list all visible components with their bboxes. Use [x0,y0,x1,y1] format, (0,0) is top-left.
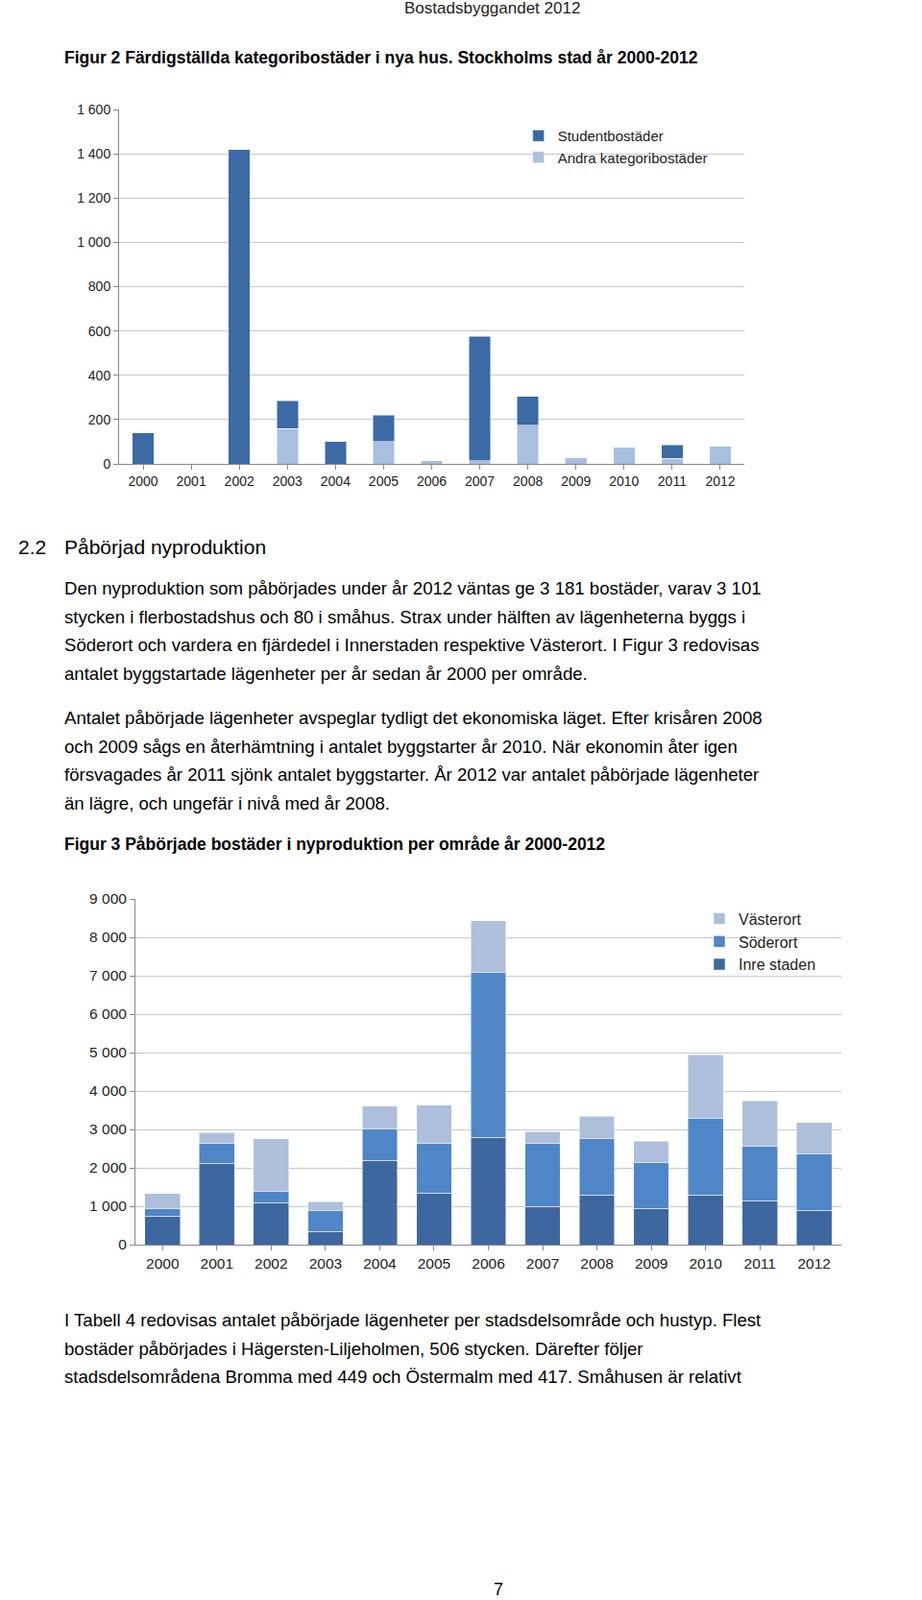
svg-text:400: 400 [88,367,112,384]
html-text:Figur 2 Färdigställda kategori: Figur 2 Färdigställda kategoribostäder i… [64,47,698,67]
html-text:Figur 3 Påbörjade bostäder i n: Figur 3 Påbörjade bostäder i nyproduktio… [64,834,606,854]
svg-text:2008: 2008 [580,1255,613,1272]
svg-text:2012: 2012 [704,473,735,489]
svg-text:2003: 2003 [272,473,303,489]
html-text:Söderort och vardera en fjärde: Söderort och vardera en fjärdedel i Inne… [64,635,760,656]
svg-text:Västerort: Västerort [738,911,801,928]
html-text:I Tabell 4 redovisas antalet p: I Tabell 4 redovisas antalet påbörjade l… [64,1310,761,1331]
svg-text:2005: 2005 [417,1255,451,1272]
html-text:Den nyproduktion som påbörjade: Den nyproduktion som påbörjades under år… [64,578,762,599]
svg-text:7 000: 7 000 [89,967,127,984]
svg-text:2004: 2004 [363,1255,397,1272]
svg-text:2001: 2001 [176,473,207,489]
svg-text:2009: 2009 [560,473,591,489]
html-text:Antalet påbörjade lägenheter a: Antalet påbörjade lägenheter avspeglar t… [64,707,763,728]
svg-text:1 400: 1 400 [76,145,111,162]
svg-text:600: 600 [88,323,112,340]
html-text:antalet byggstartade lägenhete: antalet byggstartade lägenheter per år s… [64,663,588,684]
html-text:Påbörjad nyproduktion: Påbörjad nyproduktion [64,535,267,558]
svg-text:Studentbostäder: Studentbostäder [558,127,664,145]
html-text:7: 7 [493,1579,504,1599]
html-text:stadsdelsområdena Bromma med 4: stadsdelsområdena Bromma med 449 och Öst… [64,1367,742,1388]
svg-text:1 000: 1 000 [89,1197,127,1214]
svg-text:Inre staden: Inre staden [738,956,816,973]
svg-text:2000: 2000 [145,1255,180,1272]
svg-text:2009: 2009 [634,1255,668,1272]
html-text:än lägre, och ungefär i nivå m: än lägre, och ungefär i nivå med år 2008… [64,793,390,814]
svg-text:0: 0 [118,1236,127,1253]
svg-text:2002: 2002 [224,473,255,489]
svg-text:2011: 2011 [744,1255,777,1272]
svg-text:2010: 2010 [608,473,639,489]
svg-text:6 000: 6 000 [89,1005,127,1022]
svg-text:2004: 2004 [320,473,351,489]
svg-text:5 000: 5 000 [89,1043,127,1061]
svg-text:2011: 2011 [657,473,687,489]
svg-text:2002: 2002 [254,1255,288,1272]
svg-text:2008: 2008 [512,473,543,489]
svg-text:2006: 2006 [471,1255,505,1272]
svg-text:3 000: 3 000 [89,1120,127,1138]
svg-text:2007: 2007 [526,1255,559,1272]
svg-text:4 000: 4 000 [89,1082,127,1099]
svg-text:2001: 2001 [200,1255,234,1272]
svg-text:2 000: 2 000 [89,1159,127,1176]
svg-text:9 000: 9 000 [89,890,127,907]
svg-text:2003: 2003 [309,1255,342,1272]
svg-text:2005: 2005 [368,473,399,489]
html-text:Bostadsbyggandet 2012: Bostadsbyggandet 2012 [404,0,581,18]
svg-text:1 600: 1 600 [76,101,111,118]
svg-text:2007: 2007 [464,473,495,489]
html-text:bostäder påbörjades i Hägerste: bostäder påbörjades i Hägersten-Liljehol… [64,1338,644,1359]
svg-text:2010: 2010 [688,1255,723,1272]
svg-text:8 000: 8 000 [89,928,127,946]
html-text:och 2009 sågs en återhämtning: och 2009 sågs en återhämtning i antalet … [64,736,738,757]
svg-text:800: 800 [88,278,112,294]
svg-text:200: 200 [88,412,112,428]
svg-text:2012: 2012 [797,1255,830,1272]
svg-text:Andra kategoribostäder: Andra kategoribostäder [558,149,708,167]
svg-text:2000: 2000 [127,473,158,489]
html-text:2.2: 2.2 [18,535,47,558]
html-text:försvagades år 2011 sjönk anta: försvagades år 2011 sjönk antalet byggst… [64,764,759,786]
svg-text:0: 0 [102,456,111,472]
svg-text:1 200: 1 200 [76,190,111,206]
svg-text:Söderort: Söderort [738,934,799,951]
svg-text:2006: 2006 [416,473,447,489]
svg-text:1 000: 1 000 [76,234,111,250]
html-text:stycken i flerbostadshus och 8: stycken i flerbostadshus och 80 i småhus… [64,606,746,627]
